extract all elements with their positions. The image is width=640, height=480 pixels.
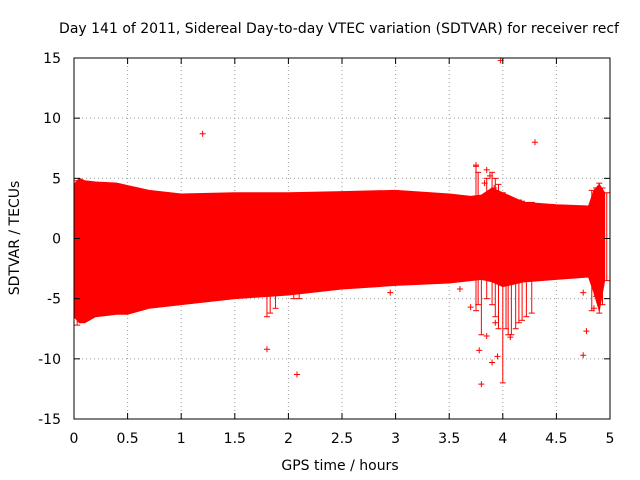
outlier-point (580, 289, 587, 296)
outlier-point (456, 286, 463, 293)
y-axis: -15 -10 -5 0 5 10 15 (38, 51, 61, 428)
y-tick-label: 10 (43, 111, 61, 127)
outlier-point (492, 319, 499, 326)
x-axis: 0 0.5 1 1.5 2 2.5 3 3.5 4 4.5 5 (70, 431, 615, 447)
outlier-point (476, 347, 483, 354)
outlier-point (467, 304, 474, 311)
x-tick-label: 0 (70, 431, 79, 447)
outlier-point (293, 371, 300, 378)
x-axis-label: GPS time / hours (281, 458, 398, 474)
y-tick-label: -10 (38, 352, 61, 368)
x-tick-label: 2 (284, 431, 293, 447)
outlier-point (483, 332, 490, 339)
outlier-point (199, 130, 206, 137)
outlier-point (491, 184, 498, 191)
y-tick-label: -5 (47, 292, 61, 308)
x-tick-label: 4 (498, 431, 507, 447)
y-tick-label: 5 (52, 171, 61, 187)
x-tick-label: 2.5 (331, 431, 353, 447)
outlier-point (580, 352, 587, 359)
y-tick-label: 15 (43, 51, 61, 67)
outlier-point (531, 139, 538, 146)
outlier-point (263, 346, 270, 353)
outlier-point (483, 166, 490, 173)
y-axis-label: SDTVAR / TECUs (7, 181, 23, 296)
x-tick-label: 3.5 (438, 431, 460, 447)
plot-frame (73, 57, 611, 420)
outlier-point (481, 180, 488, 187)
x-tick-label: 4.5 (545, 431, 567, 447)
x-tick-label: 1 (177, 431, 186, 447)
outlier-point (387, 289, 394, 296)
outlier-point (478, 381, 485, 388)
outlier-point (486, 172, 493, 179)
outlier-point (489, 359, 496, 366)
x-tick-label: 5 (606, 431, 615, 447)
x-tick-label: 1.5 (224, 431, 246, 447)
x-tick-label: 0.5 (116, 431, 138, 447)
y-tick-label: 0 (52, 232, 61, 248)
outlier-point (507, 334, 514, 341)
y-tick-label: -15 (38, 412, 61, 428)
outlier-point (583, 328, 590, 335)
chart-title: Day 141 of 2011, Sidereal Day-to-day VTE… (59, 21, 620, 37)
outlier-point (473, 162, 479, 169)
data-layer (73, 57, 610, 388)
outlier-point (494, 353, 501, 360)
outlier-point (590, 305, 597, 312)
plot-border (73, 57, 611, 420)
x-tick-label: 3 (391, 431, 400, 447)
data-band (73, 177, 606, 324)
